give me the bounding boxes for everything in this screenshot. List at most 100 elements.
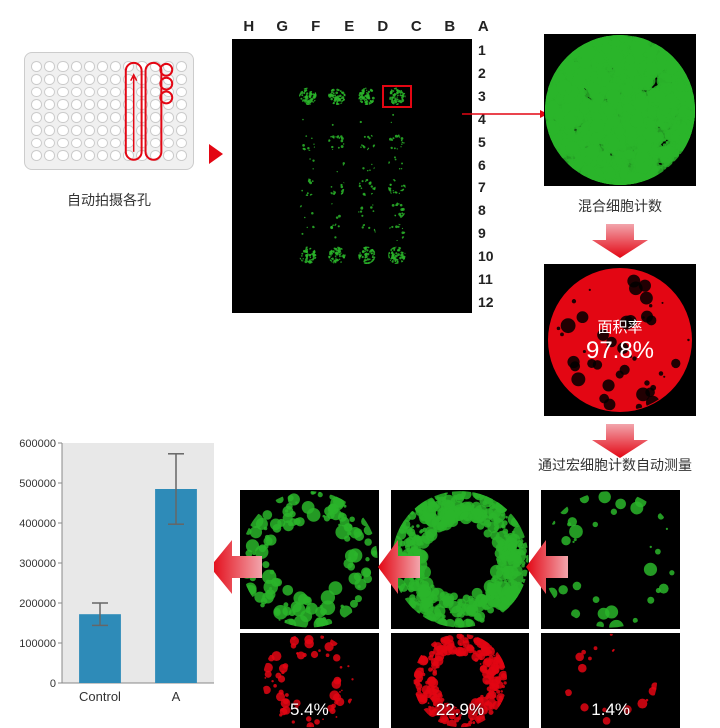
row-label-cell: 5: [478, 130, 494, 153]
grid-cell: [442, 154, 470, 175]
grid-cell: [234, 268, 262, 289]
plate-caption: 自动拍摄各孔: [24, 190, 194, 210]
col-header-cell: G: [266, 18, 300, 35]
grid-cell: [294, 41, 322, 62]
grid-cell: [442, 290, 470, 311]
row-label-cell: 9: [478, 222, 494, 245]
grid-cell: [383, 86, 411, 107]
svg-text:200000: 200000: [19, 598, 56, 610]
strip-item: 1.4%: [541, 490, 680, 728]
grid-cell: [264, 268, 292, 289]
grid-cell: [234, 64, 262, 85]
row-label-cell: 1: [478, 39, 494, 62]
flow-arrow-left-2: [378, 540, 420, 594]
grid-cell: [264, 154, 292, 175]
col-header-cell: E: [333, 18, 367, 35]
grid-cell: [383, 109, 411, 130]
grid-cell: [413, 268, 441, 289]
strip-red-image: 22.9%: [391, 633, 530, 728]
grid-cell: [264, 64, 292, 85]
grid-cell: [294, 245, 322, 266]
grid-column-headers: HGFEDCBA: [232, 18, 500, 35]
grid-cell: [383, 290, 411, 311]
grid-cell: [234, 200, 262, 221]
grid-cell: [353, 245, 381, 266]
svg-text:100000: 100000: [19, 638, 56, 650]
strip-item: 5.4%: [240, 490, 379, 728]
grid-cell: [264, 41, 292, 62]
grid-cell: [294, 290, 322, 311]
grid-cell: [294, 64, 322, 85]
grid-cell: [294, 154, 322, 175]
grid-cell: [323, 64, 351, 85]
grid-cell: [353, 86, 381, 107]
grid-cell: [413, 222, 441, 243]
grid-cell: [264, 245, 292, 266]
strip-item: 22.9%: [391, 490, 530, 728]
grid-cell: [413, 154, 441, 175]
grid-cell: [413, 86, 441, 107]
grid-cell: [383, 177, 411, 198]
strip-red-image: 5.4%: [240, 633, 379, 728]
strip-pct: 1.4%: [541, 700, 680, 720]
grid-cell: [323, 200, 351, 221]
svg-text:400000: 400000: [19, 518, 56, 530]
grid-cell: [323, 290, 351, 311]
grid-cell: [294, 86, 322, 107]
col-header-cell: A: [467, 18, 501, 35]
col-header-cell: H: [232, 18, 266, 35]
grid-cell: [353, 154, 381, 175]
grid-cell: [442, 41, 470, 62]
grid-cell: [294, 222, 322, 243]
grid-cell: [323, 41, 351, 62]
zoom-well-image: [544, 34, 696, 186]
bar-chart: 0100000200000300000400000500000600000Con…: [12, 433, 222, 709]
grid-row-labels: 123456789101112: [478, 39, 494, 313]
row-label-cell: 12: [478, 290, 494, 313]
grid-cell: [353, 177, 381, 198]
grid-cell: [264, 290, 292, 311]
grid-cell: [413, 245, 441, 266]
grid-cell: [353, 132, 381, 153]
strip-pct: 22.9%: [391, 700, 530, 720]
grid-cell: [234, 222, 262, 243]
grid-cell: [353, 64, 381, 85]
grid-cell: [294, 268, 322, 289]
grid-cell: [234, 290, 262, 311]
grid-cell: [383, 200, 411, 221]
col-header-cell: C: [400, 18, 434, 35]
row-label-cell: 3: [478, 85, 494, 108]
area-label: 面积率: [597, 316, 642, 337]
row-label-cell: 7: [478, 176, 494, 199]
grid-cell: [383, 268, 411, 289]
grid-cell: [353, 290, 381, 311]
row-label-cell: 11: [478, 267, 494, 290]
flow-arrow-down-2: [592, 424, 648, 458]
grid-cell: [264, 109, 292, 130]
svg-text:0: 0: [50, 678, 56, 690]
grid-cell: [442, 177, 470, 198]
grid-cell: [442, 268, 470, 289]
svg-text:600000: 600000: [19, 438, 56, 450]
grid-cell: [353, 200, 381, 221]
grid-cell: [264, 222, 292, 243]
grid-cell: [323, 222, 351, 243]
grid-cell: [442, 86, 470, 107]
grid-cell: [264, 200, 292, 221]
well-plate-diagram: 自动拍摄各孔: [24, 52, 194, 210]
flow-arrow-down-1: [592, 224, 648, 258]
grid-cell: [383, 132, 411, 153]
row-label-cell: 2: [478, 62, 494, 85]
grid-cell: [442, 222, 470, 243]
svg-text:300000: 300000: [19, 558, 56, 570]
grid-cell: [323, 245, 351, 266]
grid-cell: [234, 245, 262, 266]
grid-cell: [442, 245, 470, 266]
grid-cell: [383, 245, 411, 266]
grid-cell: [264, 86, 292, 107]
grid-cell: [294, 200, 322, 221]
grid-cell: [413, 41, 441, 62]
grid-cell: [234, 86, 262, 107]
flow-arrow-left-1: [526, 540, 568, 594]
grid-cell: [353, 109, 381, 130]
